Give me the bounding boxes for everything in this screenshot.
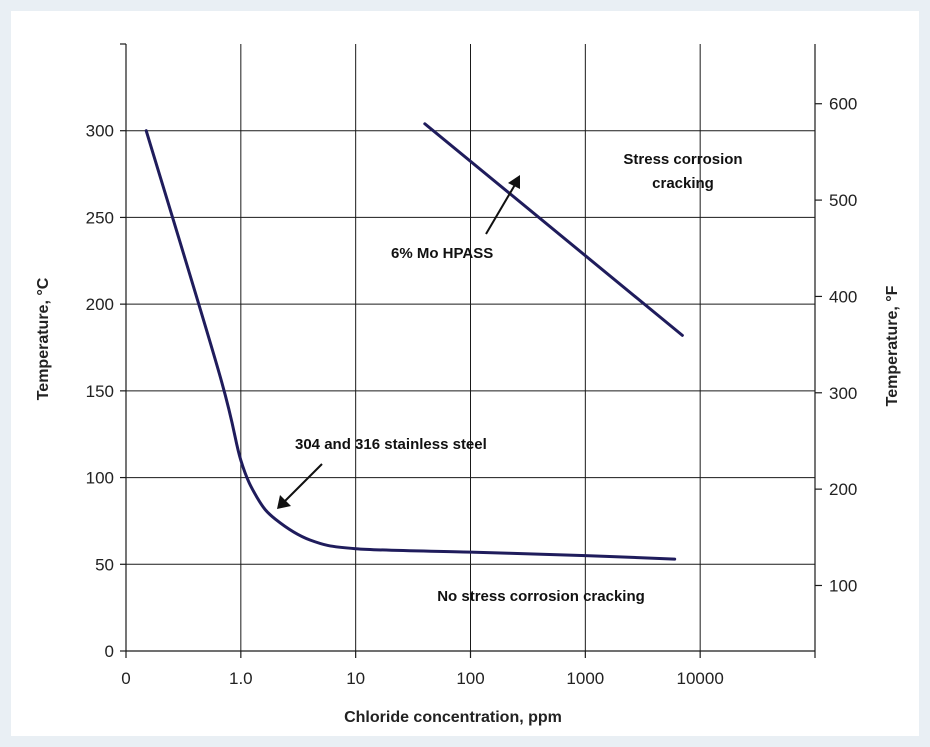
y2-tick-label: 400 <box>829 287 857 306</box>
y-tick-label: 200 <box>86 295 114 314</box>
y-axis-title: Temperature, °C <box>35 277 52 400</box>
x-tick-label: 1000 <box>566 669 604 688</box>
series-line-6mo-hpass <box>423 122 684 337</box>
x-axis-ticks: 0 1.0 10 100 1000 10000 <box>121 651 816 688</box>
no-scc-region-label: No stress corrosion cracking <box>437 588 645 605</box>
y-tick-label: 150 <box>86 382 114 401</box>
y2-tick-label: 600 <box>829 95 857 114</box>
series-lines <box>144 122 684 561</box>
series-line-304-316 <box>144 129 677 561</box>
y2-axis-title: Temperature, °F <box>884 285 901 406</box>
chart-svg: 0 1.0 10 100 1000 10000 0 50 100 150 200 250 300 10… <box>35 43 901 726</box>
mo-arrow-shaft <box>485 182 517 235</box>
annotation-arrows <box>277 175 520 509</box>
y2-tick-label: 100 <box>829 576 857 595</box>
mo-series-label: 6% Mo HPASS <box>391 245 493 262</box>
y2-tick-label: 300 <box>829 384 857 403</box>
y-tick-label: 0 <box>105 642 114 661</box>
y-tick-label: 50 <box>95 555 114 574</box>
chart-panel: 0 1.0 10 100 1000 10000 0 50 100 150 200 250 300 10… <box>11 11 919 736</box>
x-tick-label: 10 <box>346 669 365 688</box>
ss-series-label: 304 and 316 stainless steel <box>295 436 487 453</box>
x-axis-title: Chloride concentration, ppm <box>344 709 562 726</box>
scc-region-label-line2: cracking <box>652 175 714 192</box>
x-tick-label: 1.0 <box>229 669 253 688</box>
ss-arrow-head <box>277 495 291 509</box>
y2-axis-ticks: 100 200 300 400 500 600 <box>815 95 857 595</box>
x-tick-label: 0 <box>121 669 130 688</box>
ss-arrow-shaft <box>281 463 323 505</box>
y2-tick-label: 500 <box>829 191 857 210</box>
x-tick-label: 10000 <box>677 669 724 688</box>
y2-tick-label: 200 <box>829 480 857 499</box>
x-tick-label: 100 <box>456 669 484 688</box>
scc-region-label-line1: Stress corrosion <box>623 151 742 168</box>
y-tick-label: 300 <box>86 122 114 141</box>
y-tick-label: 100 <box>86 469 114 488</box>
grid <box>126 44 815 651</box>
y-tick-label: 250 <box>86 208 114 227</box>
y-axis-ticks: 0 50 100 150 200 250 300 <box>86 122 126 661</box>
axes <box>120 43 816 652</box>
mo-arrow-head <box>508 175 520 189</box>
